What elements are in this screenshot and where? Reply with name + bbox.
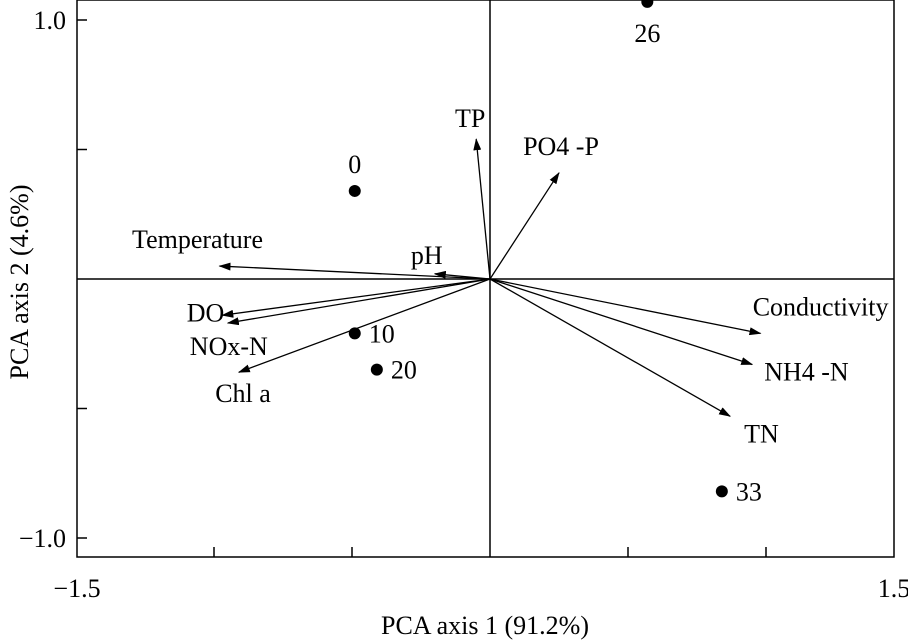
vector-label: PO4 -P	[523, 132, 599, 161]
site-point	[641, 0, 654, 8]
x-axis-title: PCA axis 1 (91.2%)	[381, 611, 589, 640]
vector-arrow	[226, 278, 491, 326]
axis-tick-labels: −1.5 1.5 1.0 −1.0	[19, 6, 908, 603]
vector-arrow	[489, 278, 754, 366]
vector-arrow	[433, 270, 491, 280]
vector-label: Chl a	[215, 379, 271, 408]
site-label: 20	[391, 356, 417, 385]
vector-label: Conductivity	[753, 292, 889, 321]
site-label: 33	[736, 477, 762, 506]
site-label: 10	[369, 319, 395, 348]
site-point	[348, 184, 361, 197]
vector-arrow	[489, 278, 731, 417]
site-point	[348, 327, 361, 340]
vector-arrow	[489, 171, 560, 280]
y-tick-label: 1.0	[34, 6, 67, 35]
site-point	[715, 485, 728, 498]
vector-label: TP	[455, 104, 485, 133]
vector-label: NH4 -N	[764, 357, 849, 386]
vector-arrow	[237, 278, 491, 373]
site-label: 26	[634, 19, 660, 48]
y-axis-title: PCA axis 2 (4.6%)	[5, 185, 34, 380]
site-points: 26 0 10 20 33	[348, 0, 762, 506]
y-tick-label: −1.0	[19, 524, 66, 553]
variable-vectors: TP PO4 -P Temperature pH DO NOx-N Chl a Conduct…	[132, 104, 888, 448]
vector-label: pH	[411, 241, 443, 270]
vector-arrow	[218, 262, 491, 280]
vector-arrow	[221, 278, 491, 318]
axis-ticks	[77, 19, 767, 557]
site-point	[370, 363, 383, 376]
vector-label: TN	[744, 419, 779, 448]
vector-arrow	[473, 138, 491, 280]
vector-label: Temperature	[132, 225, 263, 254]
x-tick-label: −1.5	[53, 574, 100, 603]
vector-label: DO	[187, 298, 225, 327]
x-tick-label: 1.5	[878, 574, 908, 603]
site-label: 0	[348, 150, 361, 179]
vector-label: NOx-N	[190, 332, 268, 361]
vector-arrow	[489, 278, 762, 336]
